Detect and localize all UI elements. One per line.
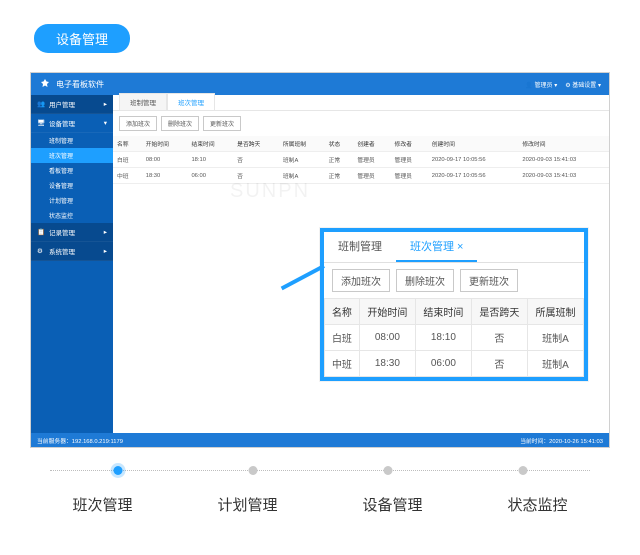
feature-stepper: 班次管理 计划管理 设备管理 状态监控	[30, 470, 610, 515]
sidebar-group-用户管理[interactable]: 👥用户管理▸	[31, 95, 113, 114]
tab-班次管理[interactable]: 班次管理	[167, 93, 215, 110]
tab-班制管理[interactable]: 班制管理	[119, 93, 167, 110]
step-dot-状态监控[interactable]	[518, 466, 527, 475]
sidebar-group-设备管理[interactable]: 🖥设备管理▾	[31, 114, 113, 133]
main-toolbar: 添加班次删除班次更新班次	[113, 111, 609, 136]
step-label-计划管理: 计划管理	[217, 494, 277, 515]
callout-row[interactable]: 中班18:3006:00否班制A	[325, 351, 584, 377]
zoom-callout: 班制管理班次管理 × 添加班次删除班次更新班次 名称开始时间结束时间是否跨天所属…	[320, 228, 588, 381]
callout-tab-班制管理[interactable]: 班制管理	[324, 232, 396, 262]
sidebar-item-班次管理[interactable]: 班次管理	[31, 148, 113, 163]
table-row[interactable]: 中班18:3006:00否班制A正常管理员管理员2020-09-17 10:05…	[113, 168, 609, 184]
callout-table: 名称开始时间结束时间是否跨天所属班制白班08:0018:10否班制A中班18:3…	[324, 298, 584, 377]
page-section-badge: 设备管理	[34, 24, 130, 53]
table-header-row: 名称开始时间结束时间是否跨天所属班制状态创建者修改者创建时间修改时间	[113, 136, 609, 152]
sidebar-group-记录管理[interactable]: 📋记录管理▸	[31, 223, 113, 242]
shift-table: 名称开始时间结束时间是否跨天所属班制状态创建者修改者创建时间修改时间白班08:0…	[113, 136, 609, 184]
app-title: 电子看板软件	[56, 79, 104, 90]
btn-更新班次[interactable]: 更新班次	[203, 116, 241, 131]
sidebar-group-系统管理[interactable]: ⚙系统管理▸	[31, 242, 113, 261]
sidebar-item-状态监控[interactable]: 状态监控	[31, 208, 113, 223]
btn-添加班次[interactable]: 添加班次	[119, 116, 157, 131]
sidebar-item-设备管理[interactable]: 设备管理	[31, 178, 113, 193]
app-header: 电子看板软件 👤 管理员 ▾ ⚙ 基础设置 ▾	[31, 73, 609, 95]
callout-header-row: 名称开始时间结束时间是否跨天所属班制	[325, 299, 584, 325]
sidebar-item-看板管理[interactable]: 看板管理	[31, 163, 113, 178]
clipboard-icon: 📋	[37, 228, 45, 236]
callout-btn-添加班次[interactable]: 添加班次	[332, 269, 390, 292]
step-label-状态监控: 状态监控	[507, 494, 567, 515]
table-row[interactable]: 白班08:0018:10否班制A正常管理员管理员2020-09-17 10:05…	[113, 152, 609, 168]
header-user[interactable]: 👤 管理员 ▾	[525, 80, 557, 89]
app-logo-icon	[39, 78, 51, 90]
monitor-icon: 🖥	[37, 119, 45, 127]
users-icon: 👥	[37, 100, 45, 108]
callout-toolbar: 添加班次删除班次更新班次	[324, 263, 584, 298]
callout-tab-班次管理[interactable]: 班次管理 ×	[396, 232, 477, 262]
footer-time: 当前时间：2020-10-26 15:41:03	[520, 436, 603, 445]
callout-btn-删除班次[interactable]: 删除班次	[396, 269, 454, 292]
btn-删除班次[interactable]: 删除班次	[161, 116, 199, 131]
callout-tabs: 班制管理班次管理 ×	[324, 232, 584, 263]
main-tabs: 班制管理班次管理	[113, 95, 609, 111]
header-settings[interactable]: ⚙ 基础设置 ▾	[565, 80, 601, 89]
callout-btn-更新班次[interactable]: 更新班次	[460, 269, 518, 292]
step-dot-计划管理[interactable]	[248, 466, 257, 475]
app-footer: 当前服务器：192.168.0.219:1179 当前时间：2020-10-26…	[31, 433, 609, 447]
callout-row[interactable]: 白班08:0018:10否班制A	[325, 325, 584, 351]
step-dot-班次管理[interactable]	[113, 466, 122, 475]
sidebar-item-班制管理[interactable]: 班制管理	[31, 133, 113, 148]
sidebar-item-计划管理[interactable]: 计划管理	[31, 193, 113, 208]
footer-server: 当前服务器：192.168.0.219:1179	[37, 436, 123, 445]
sidebar: 👥用户管理▸🖥设备管理▾班制管理班次管理看板管理设备管理计划管理状态监控📋记录管…	[31, 95, 113, 433]
gear-icon: ⚙	[37, 247, 45, 255]
step-label-设备管理: 设备管理	[362, 494, 422, 515]
step-dot-设备管理[interactable]	[383, 466, 392, 475]
step-label-班次管理: 班次管理	[72, 494, 132, 515]
